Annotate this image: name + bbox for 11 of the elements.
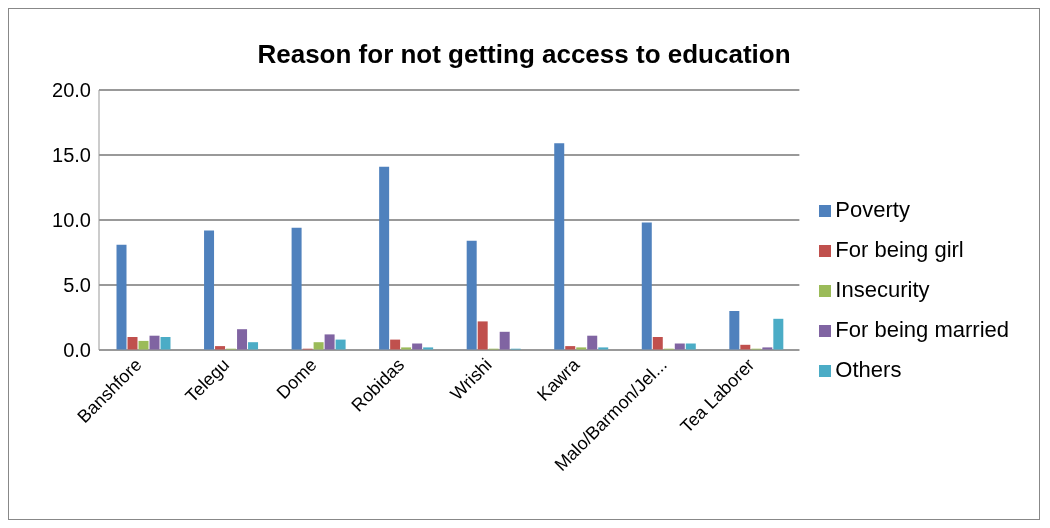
chart-title: Reason for not getting access to education (256, 39, 792, 70)
y-tick-label: 10.0 (52, 209, 91, 232)
y-tick-label: 20.0 (52, 79, 91, 102)
legend-label: For being girl (835, 237, 964, 262)
y-tick-label: 5.0 (63, 274, 91, 297)
y-tick-label: 0.0 (63, 339, 91, 362)
legend-label: Others (835, 357, 902, 382)
legend-label: Poverty (835, 197, 910, 222)
legend-label: Insecurity (835, 277, 930, 302)
legend-label: For being married (835, 317, 1009, 342)
y-tick-label: 15.0 (52, 144, 91, 167)
